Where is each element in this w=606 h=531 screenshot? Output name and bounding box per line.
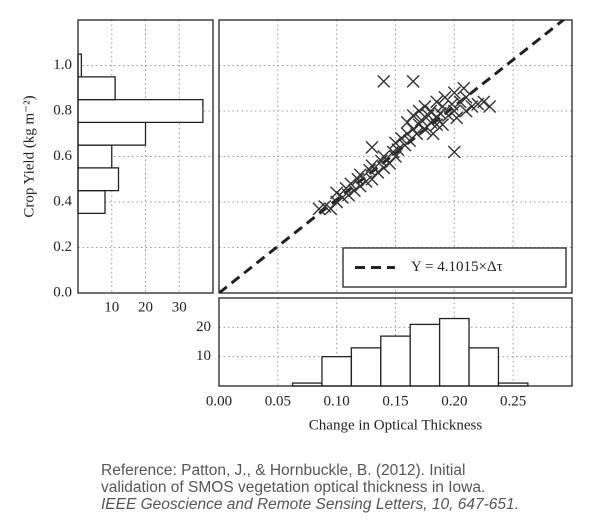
y-tick-label: 0.6 xyxy=(53,148,72,164)
caption-line: validation of SMOS vegetation optical th… xyxy=(101,479,485,496)
histogram-bar xyxy=(321,356,353,387)
scatter-point xyxy=(394,131,408,145)
histogram-bar xyxy=(77,121,147,146)
y-axis-label: Crop Yield (kg m⁻²) xyxy=(21,95,37,217)
scatter-point xyxy=(436,118,450,132)
y-tick-label: 0.4 xyxy=(53,193,72,209)
legend-label: Y = 4.1015×Δτ xyxy=(411,259,503,275)
scatter-point xyxy=(453,95,467,109)
histogram-bar xyxy=(77,189,106,215)
scatter-point xyxy=(450,111,464,125)
scatter-point xyxy=(457,81,471,95)
y-tick-label: 0.2 xyxy=(53,239,72,255)
y-tick-label: 0.8 xyxy=(53,102,72,118)
plot-frame xyxy=(77,19,214,294)
scatter-point xyxy=(459,104,473,118)
fit-line xyxy=(219,20,566,293)
scatter-point xyxy=(410,127,424,141)
scatter-point xyxy=(363,163,377,177)
scatter-point xyxy=(418,99,432,113)
x-tick-label: 0.00 xyxy=(206,393,232,409)
histogram-bar xyxy=(438,317,470,387)
plot-frame xyxy=(218,297,573,387)
plot-area xyxy=(219,20,566,293)
scatter-point xyxy=(377,161,391,175)
scatter-point xyxy=(351,172,365,186)
x-axis-label: Change in Optical Thickness xyxy=(309,417,483,433)
scatter-point xyxy=(386,145,400,159)
scatter-point xyxy=(371,165,385,179)
caption-journal: IEEE Geoscience and Remote Sensing Lette… xyxy=(101,496,519,513)
scatter-point xyxy=(406,74,420,88)
x-tick-label: 20 xyxy=(138,299,153,315)
scatter-point xyxy=(477,95,491,109)
scatter-point xyxy=(330,186,344,200)
scatter-point xyxy=(483,99,497,113)
scatter-point xyxy=(430,118,444,132)
scatter-point xyxy=(433,106,447,120)
scatter-point xyxy=(389,150,402,163)
histogram-bar xyxy=(380,335,411,387)
scatter-point xyxy=(447,104,461,118)
scatter-point xyxy=(347,184,361,198)
scatter-point xyxy=(441,109,455,123)
scatter-point xyxy=(353,179,367,193)
x-tick-label: 0.05 xyxy=(265,393,291,409)
histogram-bar xyxy=(77,76,116,101)
scatter-point xyxy=(459,90,473,104)
scatter-point xyxy=(400,127,414,141)
scatter-point xyxy=(365,140,379,154)
scatter-point xyxy=(374,154,388,168)
y-tick-label: 0.0 xyxy=(53,284,72,300)
histogram-bar xyxy=(77,98,204,124)
plot-frame xyxy=(218,19,573,294)
x-tick-label: 0.20 xyxy=(441,393,467,409)
histogram-bar xyxy=(77,167,120,192)
scatter-point xyxy=(430,95,444,109)
scatter-point xyxy=(406,109,420,123)
histogram-bar xyxy=(77,144,113,169)
scatter-point xyxy=(447,86,461,100)
x-tick-label: 0.15 xyxy=(382,393,408,409)
scatter-point xyxy=(391,143,405,157)
y-tick-label: 20 xyxy=(196,319,211,335)
x-tick-label: 30 xyxy=(172,299,187,315)
x-tick-label: 10 xyxy=(104,299,119,315)
histogram-bar xyxy=(409,323,441,387)
scatter-point xyxy=(377,74,391,88)
scatter-point xyxy=(447,145,461,159)
x-tick-label: 0.25 xyxy=(500,393,526,409)
y-tick-label: 10 xyxy=(196,348,211,364)
scatter-point xyxy=(330,195,344,209)
scatter-point xyxy=(412,104,426,118)
scatter-point xyxy=(341,188,355,202)
histogram-bar xyxy=(468,347,500,387)
x-tick-label: 0.10 xyxy=(324,393,350,409)
caption-line: Reference: Patton, J., & Hornbuckle, B. … xyxy=(101,462,465,479)
y-tick-label: 1.0 xyxy=(53,57,72,73)
scatter-point xyxy=(445,97,459,111)
histogram-bar xyxy=(350,347,382,387)
